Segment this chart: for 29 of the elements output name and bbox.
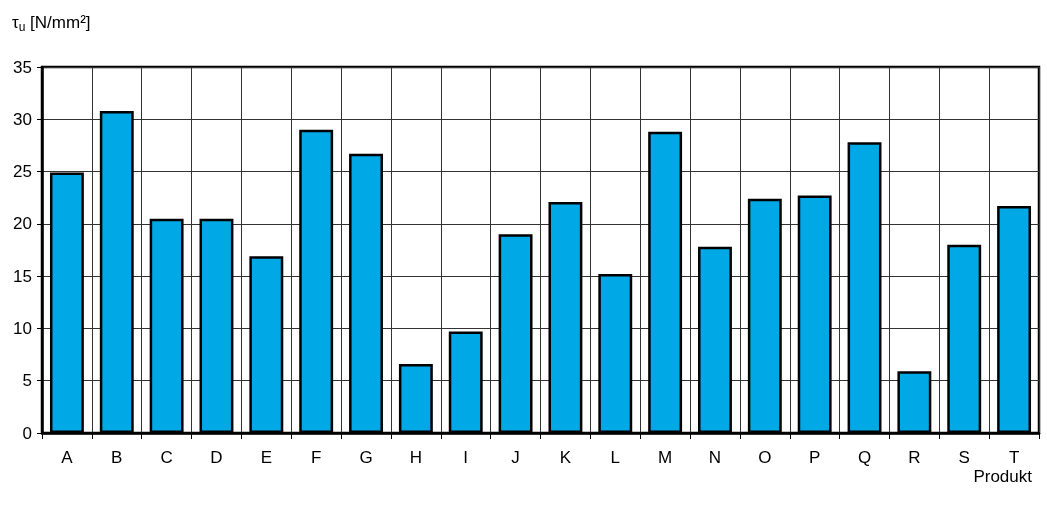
x-tick-label: R	[908, 448, 921, 467]
x-tick-label: P	[809, 448, 821, 467]
x-tick-label: G	[359, 448, 373, 467]
x-tick-label: H	[409, 448, 423, 467]
x-tick-label: L	[610, 448, 621, 467]
y-tick-label: 15	[13, 266, 32, 286]
x-tick-label: C	[160, 448, 173, 467]
x-tick-label: D	[210, 448, 223, 467]
x-tick-label: A	[61, 448, 74, 467]
x-tick-label: I	[463, 448, 469, 467]
x-tick-label: K	[559, 448, 572, 467]
y-tick-label: 25	[13, 162, 32, 182]
x-tick-label: O	[758, 448, 772, 467]
y-tick-label: 10	[13, 318, 32, 338]
y-tick-label: 0	[22, 423, 32, 443]
x-tick-label: F	[310, 448, 322, 467]
x-tick-label: B	[111, 448, 123, 467]
x-tick-label: E	[260, 448, 272, 467]
x-tick-label: Q	[857, 448, 872, 467]
y-tick-label: 30	[13, 109, 32, 129]
y-tick-label: 20	[13, 214, 32, 234]
x-tick-label: T	[1008, 448, 1020, 467]
x-tick-label: M	[658, 448, 673, 467]
x-axis-title: Produkt	[973, 467, 1033, 486]
x-tick-label: S	[958, 448, 970, 467]
x-tick-label: N	[708, 448, 722, 467]
y-tick-label: 35	[13, 57, 32, 77]
x-tick-label: J	[511, 448, 520, 467]
y-tick-label: 5	[22, 371, 32, 391]
